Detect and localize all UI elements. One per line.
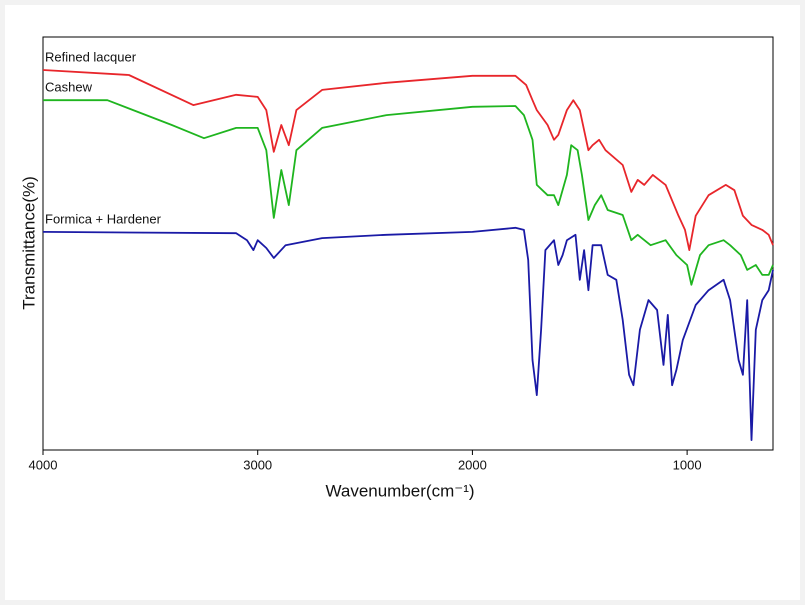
x-tick-label: 2000: [458, 457, 487, 472]
series-label: Refined lacquer: [45, 49, 137, 64]
x-axis-label: Wavenumber(cm⁻¹): [325, 481, 474, 500]
series-line: [42, 226, 774, 441]
series-line: [43, 99, 774, 286]
series-line: [42, 69, 774, 251]
y-axis-label: Transmittance(%): [19, 176, 38, 310]
x-tick-label: 1000: [673, 457, 702, 472]
series-label: Cashew: [45, 80, 93, 95]
x-tick-label: 3000: [243, 457, 272, 472]
panel: [5, 5, 800, 600]
x-tick-label: 4000: [29, 457, 58, 472]
series-label: Formica + Hardener: [45, 211, 162, 226]
